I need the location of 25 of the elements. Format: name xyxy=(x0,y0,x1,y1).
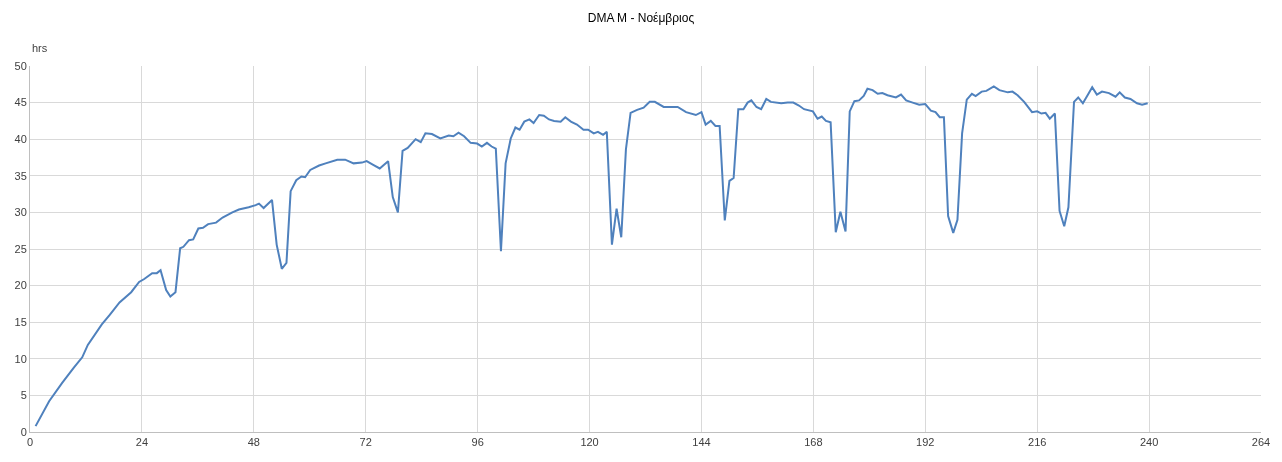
x-tick-label: 48 xyxy=(247,436,260,449)
x-tick-label: 240 xyxy=(1139,436,1159,449)
x-tick-label: 96 xyxy=(471,436,484,449)
x-tick-label: 264 xyxy=(1251,436,1271,449)
y-tick-label: 15 xyxy=(14,316,27,329)
y-tick-label: 40 xyxy=(14,133,27,146)
x-tick-label: 144 xyxy=(692,436,711,449)
x-tick-label: 192 xyxy=(916,436,935,449)
y-tick-label: 50 xyxy=(14,59,27,72)
y-tick-label: 0 xyxy=(20,425,27,438)
x-tick-label: 168 xyxy=(804,436,823,449)
y-tick-label: 10 xyxy=(14,352,27,365)
x-tick-label: 72 xyxy=(359,436,372,449)
y-tick-label: 45 xyxy=(14,96,27,109)
line-series xyxy=(34,85,1149,428)
x-tick-label: 120 xyxy=(580,436,599,449)
y-tick-label: 30 xyxy=(14,206,27,219)
y-tick-label: 5 xyxy=(20,389,27,402)
y-tick-label: 25 xyxy=(14,242,27,255)
x-tick-label: 216 xyxy=(1028,436,1047,449)
y-axis-title: hrs xyxy=(32,42,48,54)
y-tick-label: 35 xyxy=(14,169,27,182)
x-tick-label: 24 xyxy=(135,436,149,449)
y-tick-label: 20 xyxy=(14,279,27,292)
chart-title: DMA M - Νοέμβριος xyxy=(587,11,695,26)
